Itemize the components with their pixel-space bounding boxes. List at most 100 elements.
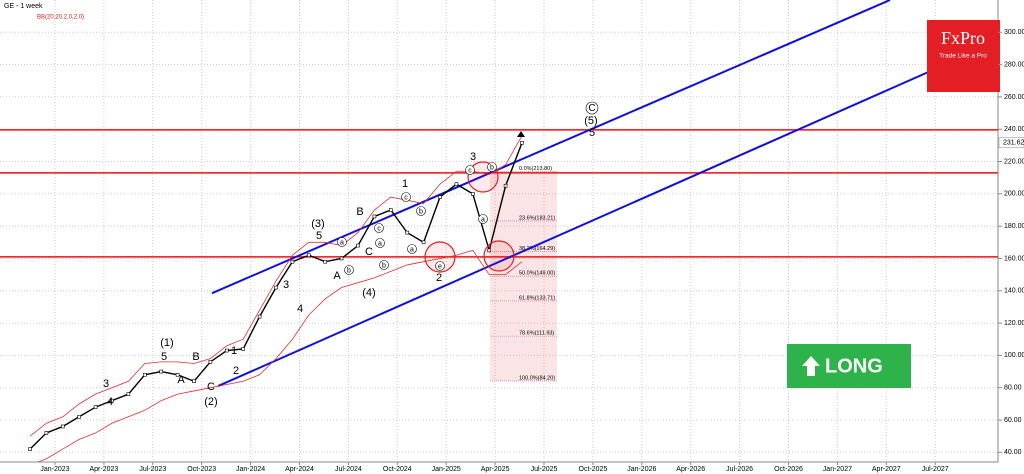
fib-label: 0.0%(213.80) xyxy=(519,166,552,172)
wave-label: 1 xyxy=(231,345,237,357)
y-tick-label: 180.00 xyxy=(1004,223,1024,230)
x-tick-label: Jul-2027 xyxy=(922,466,949,473)
logo-tagline: Trade Like a Pro xyxy=(939,53,987,60)
logo-name: FxPro xyxy=(941,28,985,48)
wave-label: (5) xyxy=(584,115,597,127)
price-point xyxy=(241,347,245,351)
y-tick-label: 240.00 xyxy=(1004,126,1024,133)
x-tick-label: Jul-2025 xyxy=(531,466,558,473)
last-price-box xyxy=(998,137,1024,149)
wave-circle xyxy=(374,223,384,233)
wave-label: B xyxy=(192,351,199,363)
price-point xyxy=(438,195,442,199)
wave-label: A xyxy=(177,374,185,386)
wave-label: B xyxy=(356,206,363,218)
wave-circle xyxy=(344,265,354,275)
y-tick-label: 200.00 xyxy=(1004,191,1024,198)
y-tick-label: 260.00 xyxy=(1004,94,1024,101)
wave-label: 5 xyxy=(161,351,167,363)
y-tick-label: 60.00 xyxy=(1004,417,1022,424)
chart-title: GE - 1 week xyxy=(4,3,43,10)
signal-label: LONG xyxy=(825,355,883,377)
circled-label: c xyxy=(377,225,381,232)
price-point xyxy=(290,259,295,264)
wave-circle xyxy=(379,260,389,270)
wave-label: (4) xyxy=(362,287,375,299)
circled-label: a xyxy=(481,216,485,223)
x-tick-label: Jan-2027 xyxy=(823,466,852,473)
logo-box xyxy=(927,20,1000,92)
wave-label: 2 xyxy=(436,272,442,284)
circled-label: b xyxy=(347,267,351,274)
x-tick-label: Jan-2025 xyxy=(432,466,461,473)
price-point xyxy=(356,243,360,248)
price-point xyxy=(192,379,196,384)
x-tick-label: Oct-2026 xyxy=(774,466,803,473)
y-tick-label: 220.00 xyxy=(1004,158,1024,165)
x-tick-label: Jul-2023 xyxy=(139,466,166,473)
arrow xyxy=(517,131,525,137)
x-tick-label: Apr-2027 xyxy=(872,466,901,473)
wave-label: 3 xyxy=(103,378,109,390)
x-tick-label: Oct-2025 xyxy=(579,466,608,473)
wave-circle xyxy=(465,165,475,175)
x-tick-label: Jul-2026 xyxy=(726,466,753,473)
wave-label: 2 xyxy=(233,365,239,377)
indicator-label: BB(20,20,2,0,2.0) xyxy=(37,15,84,21)
price-point xyxy=(93,405,98,409)
price-point xyxy=(503,183,508,188)
price-point xyxy=(421,240,426,245)
price-point xyxy=(372,214,377,219)
circled-label: a xyxy=(378,240,382,247)
price-point xyxy=(405,230,410,235)
wave-circle xyxy=(337,237,347,247)
price-point xyxy=(487,248,492,253)
x-tick-label: Jan-2023 xyxy=(40,466,69,473)
wave-circle xyxy=(435,261,445,271)
highlight-circle xyxy=(483,240,515,272)
y-tick-label: 120.00 xyxy=(1004,320,1024,327)
wave-circle xyxy=(401,192,411,202)
x-tick-label: Apr-2023 xyxy=(90,466,119,473)
price-point xyxy=(470,192,475,196)
price-point xyxy=(110,398,114,403)
y-tick-label: 80.00 xyxy=(1004,385,1022,392)
wave-label: 3 xyxy=(470,151,476,163)
last-price-label: 231.62 xyxy=(1003,140,1024,147)
circled-label: a xyxy=(410,246,414,253)
circled-label: a xyxy=(340,239,344,246)
wave-label: 4 xyxy=(107,396,113,408)
wave-label: C xyxy=(207,381,215,393)
price-point xyxy=(175,372,180,377)
price-point xyxy=(339,256,344,261)
price-point xyxy=(143,372,147,377)
circled-label: b xyxy=(490,164,494,171)
wave-circle xyxy=(478,214,488,224)
wave-label: (2) xyxy=(204,396,217,408)
y-tick-label: 100.00 xyxy=(1004,352,1024,359)
y-tick-label: 160.00 xyxy=(1004,255,1024,262)
x-tick-label: Jul-2024 xyxy=(335,466,362,473)
price-point xyxy=(60,424,65,429)
x-tick-label: Oct-2024 xyxy=(383,466,412,473)
x-tick-label: Apr-2025 xyxy=(481,466,510,473)
wave-label: (1) xyxy=(160,337,173,349)
channel-line xyxy=(217,40,998,387)
circled-label: b xyxy=(419,208,423,215)
price-point xyxy=(126,392,131,396)
price-point xyxy=(44,431,49,435)
fib-zone xyxy=(490,171,557,381)
wave-label: 1 xyxy=(402,178,408,190)
fib-label: 100.0%(84.20) xyxy=(519,375,555,381)
price-point xyxy=(323,259,328,264)
fib-label: 38.2%(164.29) xyxy=(519,246,555,252)
price-point xyxy=(159,369,163,374)
wave-circle xyxy=(407,244,417,254)
y-tick-label: 40.00 xyxy=(1004,449,1022,456)
up-arrow xyxy=(802,356,820,376)
price-point xyxy=(306,253,311,258)
circled-label: c xyxy=(404,194,408,201)
circled-label: C xyxy=(588,103,595,114)
price-point xyxy=(28,447,32,451)
